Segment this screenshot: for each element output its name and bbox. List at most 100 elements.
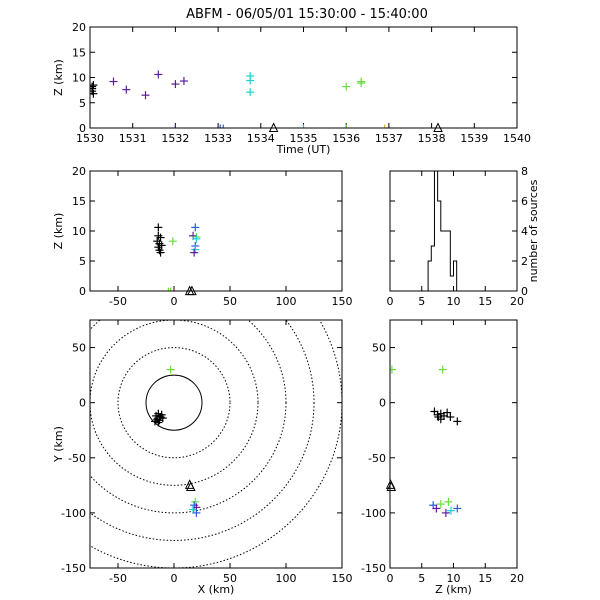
plan_view-ytick-label: -50 [68, 452, 86, 465]
source-point [150, 417, 159, 426]
source-point [216, 124, 225, 128]
z_y_view-xtick-label: 15 [478, 572, 492, 585]
time_height-ytick-label: 15 [72, 46, 86, 59]
time_height-xtick-label: 1538 [418, 132, 446, 145]
x_height-panel: -50 0 50 100 150 0 5 10 15 20 Z (km) [52, 165, 353, 308]
plan_view-ylabel: Y (km) [52, 426, 65, 463]
source-point [171, 124, 180, 128]
x_height-ytick-label: 10 [72, 225, 86, 238]
time_height-ylabel: Z (km) [52, 59, 65, 96]
source-point [90, 89, 98, 98]
plan_view-xtick-label: 150 [332, 572, 353, 585]
x_height-ytick-label: 15 [72, 195, 86, 208]
height_histogram-plot-area [412, 171, 470, 291]
time_height-ytick-label: 5 [79, 97, 86, 110]
height_histogram-xtick-label: 10 [447, 295, 461, 308]
time_height-ytick-label: 20 [72, 21, 86, 34]
station-triangle [386, 481, 397, 492]
source-point [438, 365, 447, 374]
z_y_view-xtick-label: 5 [418, 572, 425, 585]
source-point [157, 241, 166, 250]
z_y_view-ytick-label: -50 [368, 452, 386, 465]
plan_view-ytick-label: -150 [61, 562, 86, 575]
figure-title: ABFM - 06/05/01 15:30:00 - 15:40:00 [186, 7, 428, 22]
source-point [166, 365, 175, 374]
height_histogram-xtick-label: 15 [478, 295, 492, 308]
plan_view-ytick-label: 50 [72, 342, 86, 355]
z_y_view-xlabel: Z (km) [435, 583, 472, 596]
time_height-panel: 1530 1531 1532 1533 1534 1535 1536 1537 1538 1539… [52, 21, 531, 156]
z_y_view-ytick-label: 0 [379, 397, 386, 410]
z_y_view-xtick-label: 20 [510, 572, 524, 585]
range-ring [90, 320, 287, 514]
source-point [444, 497, 453, 506]
chart-panels: 1530 1531 1532 1533 1534 1535 1536 1537 1538 1539… [52, 21, 541, 596]
z_y_view-plot-area [390, 365, 462, 517]
height_histogram-xtick-label: 5 [418, 295, 425, 308]
source-point [191, 497, 200, 506]
time_height-xtick-label: 1537 [375, 132, 403, 145]
range-ring [145, 374, 203, 431]
x_height-xtick-label: 100 [276, 295, 297, 308]
source-point [299, 124, 308, 128]
plan_view-plot-area [90, 320, 342, 568]
source-point [109, 77, 118, 86]
x_height-ylabel: Z (km) [52, 213, 65, 250]
plan_view-ytick-label: -100 [61, 507, 86, 520]
time_height-xtick-label: 1540 [503, 132, 531, 145]
x_height-xtick-label: 150 [332, 295, 353, 308]
x_height-plot-area [153, 223, 201, 291]
source-point [168, 237, 177, 246]
source-point [342, 124, 351, 128]
source-point [357, 79, 366, 88]
source-point [443, 408, 452, 417]
source-point [453, 504, 462, 513]
histogram-step-line [412, 171, 470, 291]
plan_view-frame [89, 319, 343, 569]
time_height-xtick-label: 1534 [247, 132, 275, 145]
time_height-xtick-label: 1531 [119, 132, 147, 145]
source-point [342, 82, 351, 91]
source-point [190, 248, 199, 257]
time_height-xtick-label: 1535 [290, 132, 318, 145]
source-point [191, 223, 200, 232]
station-triangle [185, 481, 196, 492]
source-point [453, 417, 462, 426]
source-point [179, 77, 188, 86]
plan_view-xlabel: X (km) [198, 583, 235, 596]
source-point [122, 85, 131, 94]
source-point [446, 412, 455, 421]
source-point [189, 505, 198, 514]
source-point [380, 124, 389, 128]
source-point [434, 412, 443, 421]
height_histogram-frame [389, 170, 518, 292]
x_height-ytick-label: 5 [79, 255, 86, 268]
x_height-frame [89, 170, 343, 292]
source-point [441, 508, 450, 517]
height_histogram-ylabel: number of sources [527, 179, 540, 282]
x_height-ytick-label: 20 [72, 165, 86, 178]
source-point [192, 234, 201, 243]
time_height-xtick-label: 1539 [460, 132, 488, 145]
height_histogram-xtick-label: 0 [387, 295, 394, 308]
source-point [154, 223, 163, 232]
source-point [156, 248, 165, 257]
range-ring [90, 320, 259, 486]
height_histogram-xtick-label: 20 [510, 295, 524, 308]
source-point [170, 287, 172, 291]
z_y_view-xtick-label: 10 [447, 572, 461, 585]
source-point [432, 504, 441, 513]
time_height-ytick-label: 0 [79, 122, 86, 135]
source-point [246, 76, 255, 85]
source-point [219, 124, 228, 128]
plan_view-xtick-label: 50 [223, 572, 237, 585]
z_y_view-ytick-label: -150 [361, 562, 386, 575]
source-point [157, 410, 166, 419]
source-point [171, 80, 180, 89]
z_y_view-ytick-label: -100 [361, 507, 386, 520]
source-point [90, 81, 98, 90]
